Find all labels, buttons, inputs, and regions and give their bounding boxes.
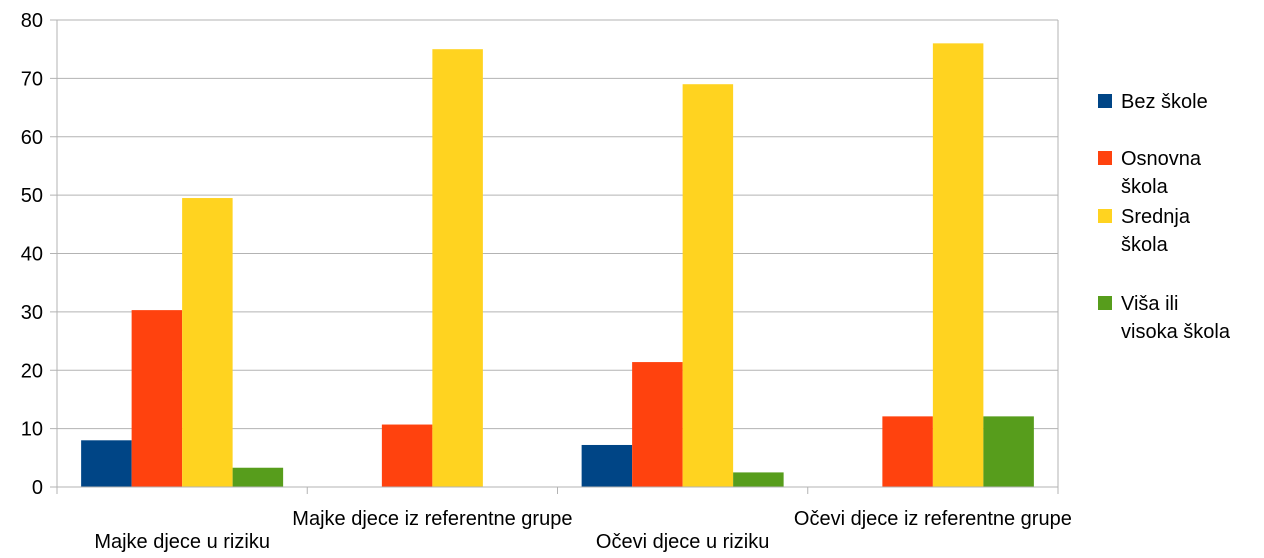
y-tick-label: 10: [21, 419, 43, 441]
legend-label: Viša ili: [1121, 293, 1178, 315]
bar-majke-u-riziku-series-0: [81, 440, 132, 487]
legend-label: visoka škola: [1121, 321, 1231, 343]
bar-ocevi-referentne-series-3: [983, 416, 1034, 487]
legend-swatch: [1098, 94, 1112, 108]
y-tick-label: 20: [21, 360, 43, 382]
x-category-label: Majke djece u riziku: [94, 531, 270, 553]
bar-ocevi-u-riziku-series-1: [632, 362, 683, 487]
bar-ocevi-referentne-series-2: [932, 43, 984, 487]
legend-label: Bez škole: [1121, 91, 1208, 113]
bar-ocevi-u-riziku-series-3: [733, 472, 784, 487]
legend-swatch: [1098, 296, 1112, 310]
legend-swatch: [1098, 151, 1112, 165]
y-tick-label: 60: [21, 127, 43, 149]
legend-label: Srednja: [1121, 206, 1191, 228]
x-category-label: Majke djece iz referentne grupe: [292, 508, 572, 530]
legend-label: škola: [1121, 176, 1169, 198]
legend: Bez škole Osnovna škola Srednja škola Viša il…: [1098, 91, 1231, 343]
bar-majke-u-riziku-series-1: [131, 310, 183, 487]
bar-majke-referentne-series-2: [432, 49, 483, 487]
x-category-label: Očevi djece iz referentne grupe: [794, 508, 1072, 530]
bar-ocevi-referentne-series-1: [882, 416, 933, 487]
legend-label: škola: [1121, 234, 1169, 256]
y-tick-label: 80: [21, 10, 43, 32]
legend-label: Osnovna: [1121, 148, 1202, 170]
bar-majke-referentne-series-1: [381, 424, 433, 487]
x-category-label: Očevi djece u riziku: [596, 531, 769, 553]
y-tick-label: 70: [21, 68, 43, 90]
bar-majke-u-riziku-series-3: [232, 467, 284, 487]
y-tick-label: 0: [32, 477, 43, 499]
x-axis: Majke djece u riziku Majke djece iz refer…: [56, 486, 1072, 553]
y-tick-label: 30: [21, 302, 43, 324]
bar-ocevi-u-riziku-series-2: [682, 84, 734, 488]
bar-majke-u-riziku-series-2: [182, 198, 233, 487]
bar-ocevi-u-riziku-series-0: [581, 444, 633, 487]
legend-swatch: [1098, 209, 1112, 223]
y-axis-ticks: 0 10 20 30 40 50 60 70 80: [21, 10, 57, 499]
y-tick-label: 40: [21, 244, 43, 266]
y-tick-label: 50: [21, 185, 43, 207]
bars: [81, 43, 1034, 488]
